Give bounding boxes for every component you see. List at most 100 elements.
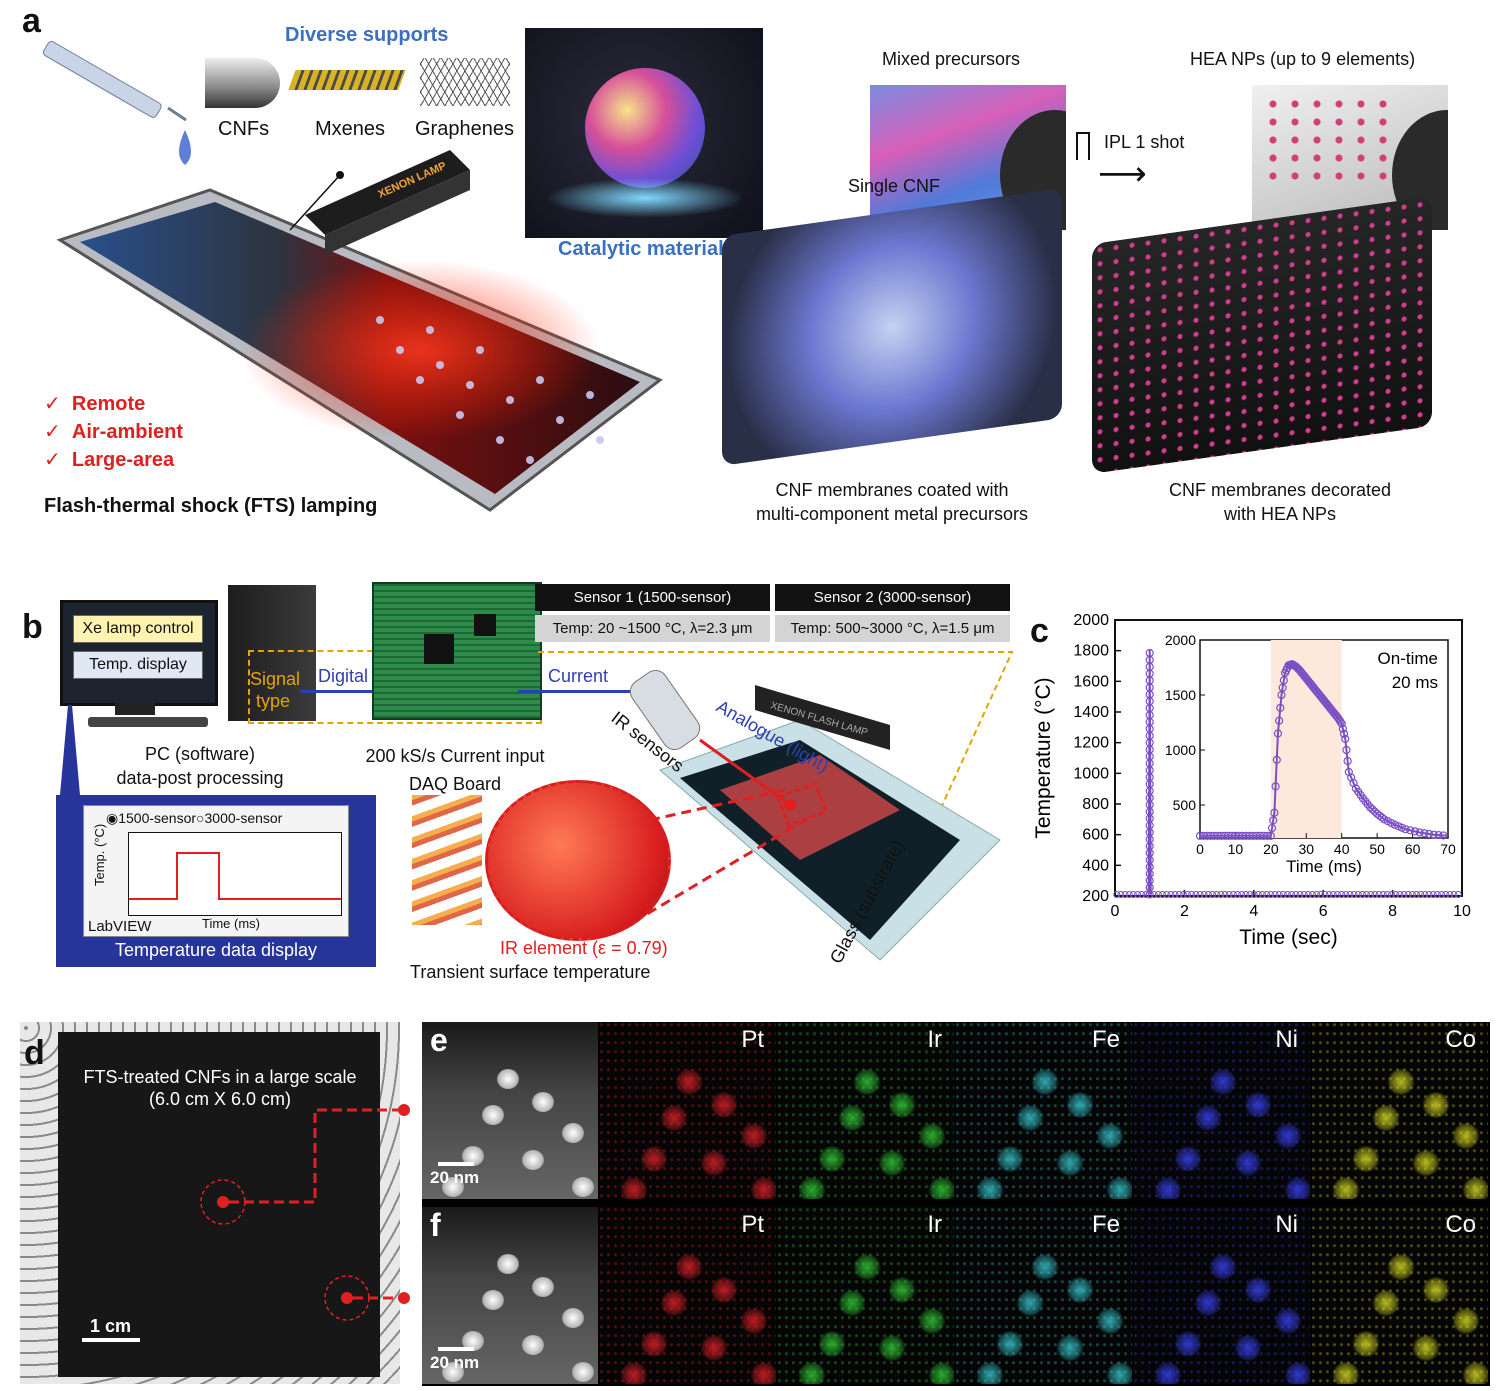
element-label-pt: Pt: [741, 1211, 764, 1238]
element-cluster: [740, 1123, 768, 1149]
element-cluster: [1284, 1177, 1310, 1199]
element-cluster: [640, 1330, 668, 1357]
inset-point: [1341, 734, 1350, 744]
element-cluster: [1274, 1123, 1302, 1149]
element-cluster: [1387, 1069, 1415, 1095]
y-tick-label: 400: [1082, 857, 1109, 874]
nanoparticle: [572, 1362, 594, 1382]
temp-display-button[interactable]: Temp. display: [73, 651, 203, 679]
eds-map-ni: Ni: [1134, 1022, 1310, 1199]
x-tick-label: 6: [1319, 903, 1328, 920]
baseline-point: [1429, 890, 1437, 898]
baseline-point: [1179, 890, 1187, 898]
element-cluster: [1332, 1362, 1360, 1384]
check-icon: ✓: [44, 449, 61, 471]
panel-a-label: a: [22, 2, 41, 40]
y-tick-label: 1000: [1073, 765, 1109, 782]
inset-point: [1343, 756, 1352, 766]
element-cluster: [660, 1290, 688, 1316]
eds-map-pt: Pt: [600, 1207, 776, 1384]
inset-point: [1429, 830, 1438, 839]
baseline-point: [1333, 890, 1341, 898]
element-cluster: [853, 1069, 881, 1095]
element-cluster: [1244, 1276, 1272, 1303]
mxene-image: [288, 70, 406, 90]
panel-d-label: d: [24, 1034, 45, 1072]
element-cluster: [1452, 1123, 1480, 1149]
scale-bar-label: 20 nm: [430, 1168, 480, 1187]
check-icon: ✓: [44, 421, 61, 443]
labview-title: LabVIEW: [88, 918, 152, 935]
eds-map-co: Co: [1312, 1207, 1488, 1384]
labview-window: ◉1500-sensor○3000-sensor Temp. (°C) Time…: [83, 805, 349, 937]
feature-list: ✓ Remote ✓ Air-ambient ✓ Large-area: [44, 390, 183, 474]
inset-point: [1425, 829, 1434, 839]
inset-y-tick-label: 2000: [1165, 632, 1196, 648]
element-cluster: [1234, 1150, 1262, 1176]
nanoparticle: [522, 1335, 544, 1355]
baseline-point: [1300, 890, 1308, 898]
eds-map-ir: Ir: [778, 1022, 954, 1199]
peak-line: [1147, 649, 1152, 895]
baseline-point: [1134, 890, 1142, 898]
current-label: Current: [548, 666, 609, 686]
inset-point: [1338, 724, 1347, 733]
element-cluster: [1096, 1308, 1124, 1334]
baseline-point: [1200, 890, 1208, 898]
element-cluster: [1031, 1254, 1059, 1280]
daq-caption: 200 kS/s Current input DAQ Board: [365, 746, 545, 794]
element-cluster: [928, 1177, 954, 1199]
heat-waves-icon: [412, 795, 482, 925]
baseline-point: [1413, 890, 1421, 898]
baseline-point: [1283, 890, 1291, 898]
element-cluster: [853, 1254, 881, 1280]
nanoparticle: [442, 1362, 464, 1382]
coated-membrane-image: [722, 188, 1062, 466]
element-label-fe: Fe: [1091, 1026, 1120, 1053]
element-cluster: [928, 1362, 954, 1384]
inset-point: [1342, 745, 1351, 755]
inset-point: [1272, 755, 1281, 764]
element-cluster: [675, 1254, 703, 1280]
element-cluster: [660, 1105, 688, 1131]
baseline-point: [1363, 890, 1371, 898]
element-cluster: [620, 1177, 648, 1199]
ir-measurement-scene: XENON FLASH LAMP IR sensors Analogue (li…: [538, 651, 1014, 967]
inset-point: [1434, 830, 1443, 840]
scale-bar: [438, 1162, 474, 1166]
baseline-point: [1204, 890, 1212, 898]
element-cluster: [740, 1308, 768, 1334]
baseline-point: [1308, 890, 1316, 898]
inset-point: [1269, 816, 1278, 825]
element-cluster: [675, 1069, 703, 1095]
element-label-pt: Pt: [741, 1026, 764, 1053]
element-cluster: [1174, 1145, 1202, 1172]
element-cluster: [1154, 1362, 1182, 1384]
xe-lamp-control-button[interactable]: Xe lamp control: [73, 615, 203, 643]
baseline-point: [1129, 890, 1137, 898]
feature-large-area: Large-area: [71, 449, 175, 471]
baseline-point: [1117, 890, 1125, 898]
x-tick-label: 8: [1388, 903, 1397, 920]
nanoparticle: [497, 1069, 519, 1089]
inset-point: [1365, 803, 1375, 812]
inset-point: [1276, 703, 1285, 712]
inset-note-line1: On-time: [1378, 649, 1438, 668]
transient-label: Transient surface temperature: [410, 962, 651, 982]
element-cluster: [878, 1335, 906, 1361]
baseline-point: [1375, 890, 1383, 898]
inset-x-tick-label: 50: [1369, 841, 1385, 857]
inset-point: [1263, 831, 1272, 840]
baseline-point: [1425, 890, 1433, 898]
baseline-point: [1125, 890, 1133, 898]
eds-map-fe: Fe: [956, 1022, 1132, 1199]
baseline-point: [1184, 890, 1192, 898]
y-tick-label: 1800: [1073, 643, 1109, 660]
x-tick-label: 2: [1180, 903, 1189, 920]
y-tick-label: 1200: [1073, 735, 1109, 752]
baseline-point: [1242, 890, 1250, 898]
nanoparticle: [482, 1105, 504, 1125]
baseline-point: [1296, 890, 1304, 898]
eds-map-ir: Ir: [778, 1207, 954, 1384]
inset-x-label: Time (ms): [1286, 857, 1362, 876]
